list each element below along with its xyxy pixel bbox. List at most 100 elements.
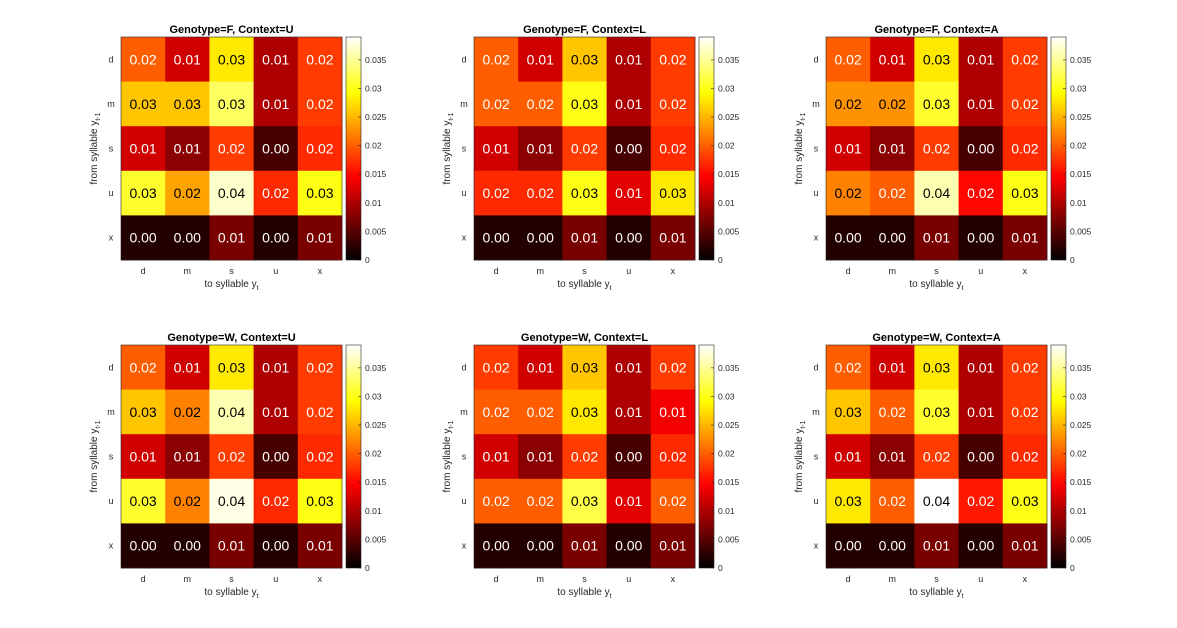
x-tick-label: s: [934, 574, 939, 584]
cell-value-label: 0.03: [571, 51, 598, 67]
cell-value-label: 0.01: [967, 51, 994, 67]
y-axis-label: from syllable yt-1: [794, 112, 807, 184]
y-tick-label: u: [813, 496, 818, 506]
y-tick-label: u: [461, 188, 466, 198]
x-tick-label: u: [273, 574, 278, 584]
y-tick-label: s: [109, 144, 114, 154]
x-tick-label: x: [318, 574, 323, 584]
heatmap-cell: [474, 389, 519, 435]
colorbar-tick-label: 0.02: [718, 141, 735, 151]
heatmap-cell: [606, 434, 652, 480]
cell-value-label: 0.02: [306, 141, 333, 157]
cell-value-label: 0.01: [527, 51, 554, 67]
y-tick-label: s: [462, 144, 467, 154]
x-axis-label: to syllable yt: [557, 587, 611, 600]
cell-value-label: 0.03: [659, 185, 686, 201]
cell-value-label: 0.02: [879, 185, 906, 201]
cell-value-label: 0.02: [659, 493, 686, 509]
cell-value-label: 0.00: [482, 538, 509, 554]
cell-value-label: 0.03: [1011, 493, 1038, 509]
colorbar-tick-label: 0.03: [365, 83, 382, 93]
colorbar: [698, 344, 715, 569]
heatmap-cell: [826, 81, 871, 127]
x-tick-label: m: [537, 266, 545, 276]
colorbar: [345, 344, 362, 569]
heatmap-cell: [165, 37, 210, 82]
heatmap-cell: [914, 170, 959, 216]
x-tick-label: u: [626, 266, 631, 276]
y-tick-label: d: [108, 54, 113, 64]
heatmap-cell: [518, 523, 563, 569]
x-tick-label: x: [671, 266, 676, 276]
cell-value-label: 0.01: [659, 538, 686, 554]
y-tick-label: s: [814, 144, 819, 154]
cell-value-label: 0.02: [571, 449, 598, 465]
cell-value-label: 0.01: [527, 141, 554, 157]
heatmap-cell: [958, 81, 1004, 127]
colorbar-tick-label: 0.03: [1070, 83, 1087, 93]
x-tick-label: d: [141, 574, 146, 584]
y-tick-label: m: [107, 407, 115, 417]
heatmap-cell: [870, 215, 915, 261]
heatmap-cell: [209, 126, 254, 172]
cell-value-label: 0.02: [1011, 51, 1038, 67]
x-tick-label: u: [626, 574, 631, 584]
cell-value-label: 0.03: [218, 96, 245, 112]
heatmap-cell: [606, 126, 652, 172]
heatmap-cell: [474, 345, 519, 390]
cell-value-label: 0.02: [571, 141, 598, 157]
cell-value-label: 0.02: [967, 185, 994, 201]
colorbar-tick-label: 0.035: [1070, 55, 1092, 65]
colorbar-tick-label: 0.01: [718, 506, 735, 516]
heatmap-cell: [121, 478, 166, 524]
cell-value-label: 0.01: [879, 141, 906, 157]
heatmap-cell: [650, 170, 696, 216]
colorbar-tick-label: 0.02: [718, 449, 735, 459]
colorbar-tick-label: 0.015: [1070, 169, 1092, 179]
cell-value-label: 0.01: [571, 538, 598, 554]
colorbar-tick-label: 0.015: [365, 169, 387, 179]
heatmap-cell: [826, 126, 871, 172]
colorbar-tick-label: 0.02: [365, 449, 382, 459]
colorbar-tick-label: 0.025: [718, 420, 740, 430]
cell-value-label: 0.01: [834, 449, 861, 465]
heatmap-cell: [562, 126, 607, 172]
cell-value-label: 0.02: [527, 493, 554, 509]
cell-value-label: 0.02: [306, 51, 333, 67]
colorbar-tick-label: 0.025: [1070, 420, 1092, 430]
y-tick-label: x: [814, 541, 819, 551]
heatmap-cell: [165, 478, 210, 524]
heatmap-cell: [958, 37, 1004, 82]
cell-value-label: 0.02: [262, 185, 289, 201]
heatmap-cell: [474, 478, 519, 524]
heatmap-cell: [606, 81, 652, 127]
cell-value-label: 0.03: [174, 96, 201, 112]
x-axis-label: to syllable yt: [909, 587, 963, 600]
cell-value-label: 0.01: [967, 404, 994, 420]
cell-value-label: 0.00: [967, 230, 994, 246]
cell-value-label: 0.03: [129, 493, 156, 509]
heatmap-cell: [562, 389, 607, 435]
heatmap-cell: [914, 81, 959, 127]
cell-value-label: 0.01: [1011, 538, 1038, 554]
cell-value-label: 0.02: [482, 493, 509, 509]
cell-value-label: 0.03: [923, 404, 950, 420]
cell-value-label: 0.02: [262, 493, 289, 509]
heatmap-cell: [958, 170, 1004, 216]
cell-value-label: 0.03: [834, 404, 861, 420]
heatmap-cell: [209, 215, 254, 261]
colorbar-tick-label: 0.02: [365, 141, 382, 151]
heatmap-cell: [606, 478, 652, 524]
heatmap-cell: [165, 126, 210, 172]
cell-value-label: 0.01: [879, 51, 906, 67]
plot-frame: [120, 36, 343, 261]
cell-value-label: 0.03: [571, 404, 598, 420]
colorbar-tick-label: 0.01: [1070, 198, 1087, 208]
colorbar-tick-label: 0.03: [365, 391, 382, 401]
heatmap-cell: [165, 345, 210, 390]
heatmap-cell: [518, 434, 563, 480]
cell-value-label: 0.02: [174, 404, 201, 420]
heatmap-cell: [914, 37, 959, 82]
cell-value-label: 0.02: [527, 185, 554, 201]
